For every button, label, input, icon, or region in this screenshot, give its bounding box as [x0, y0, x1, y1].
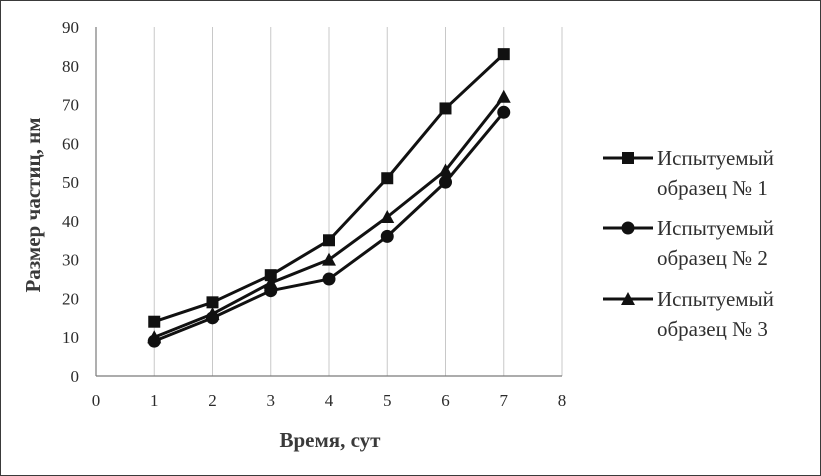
data-point-circle — [322, 272, 336, 286]
legend-item-3: Испытуемый образец № 3 — [603, 287, 774, 341]
y-axis-title: Размер частиц, нм — [21, 117, 45, 292]
series-1 — [148, 48, 510, 328]
x-tick-label: 1 — [150, 391, 159, 410]
legend-label-line2: образец № 3 — [657, 317, 768, 341]
legend-marker-square — [622, 152, 634, 164]
data-point-circle — [380, 229, 394, 243]
x-axis-ticks: 0 1 2 3 4 5 6 7 8 — [92, 391, 567, 410]
data-point-circle — [439, 175, 452, 189]
data-point-circle — [497, 105, 511, 119]
legend-label-line2: образец № 2 — [657, 246, 768, 270]
y-tick-label: 20 — [62, 289, 79, 308]
y-tick-label: 70 — [62, 96, 79, 115]
data-point-triangle — [380, 210, 395, 224]
data-point-square — [148, 315, 161, 328]
y-tick-label: 50 — [62, 173, 79, 192]
legend-label-line1: Испытуемый — [657, 216, 774, 240]
legend-label-line1: Испытуемый — [657, 287, 774, 311]
data-point-triangle — [438, 163, 453, 177]
data-point-square — [206, 296, 219, 309]
axes — [95, 27, 562, 377]
x-tick-label: 0 — [92, 391, 101, 410]
series-group — [147, 48, 511, 348]
data-point-triangle — [205, 306, 220, 320]
y-axis-ticks: 0 10 20 30 40 50 60 70 80 90 — [62, 18, 79, 386]
legend-item-2: Испытуемый образец № 2 — [603, 216, 774, 270]
x-tick-label: 2 — [208, 391, 217, 410]
y-tick-label: 60 — [62, 134, 79, 153]
x-tick-label: 4 — [325, 391, 334, 410]
x-tick-label: 6 — [441, 391, 450, 410]
y-tick-label: 30 — [62, 251, 79, 270]
legend-label-line1: Испытуемый — [657, 146, 774, 170]
x-tick-label: 8 — [558, 391, 567, 410]
legend-item-1: Испытуемый образец № 1 — [603, 146, 774, 200]
data-point-square — [264, 269, 277, 282]
y-tick-label: 0 — [71, 367, 80, 386]
legend: Испытуемый образец № 1 Испытуемый образец №… — [603, 146, 774, 341]
y-tick-label: 90 — [62, 18, 79, 37]
legend-marker-circle — [621, 221, 635, 235]
data-point-triangle — [496, 89, 511, 103]
series-3 — [147, 89, 511, 344]
legend-label-line2: образец № 1 — [657, 176, 768, 200]
y-tick-label: 40 — [62, 212, 79, 231]
x-tick-label: 7 — [500, 391, 509, 410]
legend-marker-triangle — [621, 292, 635, 305]
data-point-square — [381, 172, 394, 185]
data-point-triangle — [147, 330, 162, 344]
data-point-square — [439, 102, 452, 115]
y-tick-label: 10 — [62, 328, 79, 347]
data-point-triangle — [322, 252, 336, 266]
data-point-triangle — [263, 275, 278, 289]
grid-lines — [153, 27, 563, 376]
data-point-square — [497, 48, 510, 61]
x-tick-label: 3 — [267, 391, 276, 410]
y-tick-label: 80 — [62, 57, 79, 76]
data-point-square — [323, 234, 335, 247]
x-tick-label: 5 — [383, 391, 392, 410]
x-axis-title: Время, сут — [279, 428, 381, 452]
